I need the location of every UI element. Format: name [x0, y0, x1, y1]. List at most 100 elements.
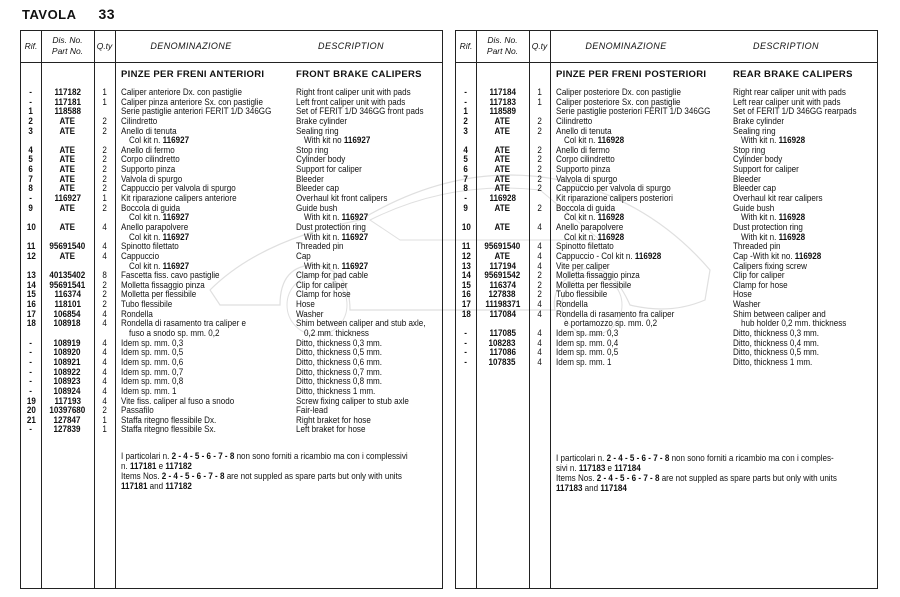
header-qty: Q.ty	[96, 41, 113, 51]
section-title-en: FRONT BRAKE CALIPERS	[296, 69, 422, 80]
denominazione-text: Vite fiss. caliper al fuso a snodo	[121, 396, 234, 407]
denominazione-cell: Tubo flessibile	[121, 300, 182, 310]
table-row: 10 ATE 4 Anello parapolvere Dust protection …	[21, 223, 442, 233]
footnote-segment: 117184	[600, 483, 627, 494]
denominazione-text: Cappuccio per valvola di spurgo	[556, 184, 671, 194]
footnote-segment: non sono forniti a ricambio ma con i com…	[234, 451, 408, 462]
rif-value: 1	[463, 106, 469, 118]
description-text: Ditto, thickness 0,6 mm.	[296, 358, 382, 368]
description: Threaded pin	[296, 241, 344, 253]
description-text: With kit no 116927	[304, 136, 370, 146]
description-cell: With kit n. 116928	[733, 232, 817, 243]
rif-value: 1	[28, 106, 34, 118]
rif-cell: -	[456, 194, 476, 204]
denominazione: Anello parapolvere	[121, 221, 189, 233]
description-text: Cap	[296, 252, 311, 262]
denominazione-text: Col kit n. 116927	[129, 213, 189, 223]
denominazione-cell: Idem sp. mm. 1	[121, 387, 187, 397]
qty-value: 2	[102, 299, 107, 311]
denominazione: Anello di fermo	[121, 144, 175, 156]
footnote-segment: 117181	[129, 461, 157, 472]
description-text: Left braket for hose	[296, 425, 365, 435]
part-number-cell: 95691542	[476, 271, 529, 281]
denominazione: Col kit n.	[564, 231, 598, 243]
rif-cell: 6	[456, 165, 476, 175]
part-number: ATE	[59, 202, 76, 214]
rif-cell: 4	[456, 146, 476, 156]
description: Right front caliper unit with pads	[296, 87, 411, 98]
description: Dust protection ring	[733, 221, 803, 233]
description-text: Ditto, thickness 0,4 mm.	[733, 338, 819, 349]
rif-cell: 8	[456, 184, 476, 194]
denominazione-cell: Anello di tenuta	[556, 126, 622, 137]
description-text: Bleeder	[733, 174, 761, 185]
denominazione: Serie pastiglie anteriori FERIT 1/D 346G…	[121, 106, 272, 118]
footnote-text: sivi n. 117183 e 117184	[556, 464, 641, 474]
rif-value: -	[464, 356, 468, 368]
qty-cell: 4	[529, 242, 550, 252]
description: Sealing ring	[296, 125, 339, 137]
description: Threaded pin	[733, 241, 781, 253]
denominazione-cell: Kit riparazione calipers posteriori	[556, 194, 695, 204]
denominazione: Rondella	[556, 299, 588, 311]
table-row: 15 116374 2 Molletta per flessibile Clamp fo…	[21, 290, 442, 300]
kit-number: 116927	[162, 231, 190, 243]
part-number-cell: ATE	[476, 223, 529, 233]
description-text: Clip for caliper	[733, 271, 785, 281]
denominazione-text: Passafilo	[121, 406, 154, 416]
table-row: 9 ATE 2 Boccola di guida Guide bush	[21, 202, 442, 214]
qty-cell: 4	[94, 367, 115, 378]
description: Right rear caliper unit with pads	[733, 87, 846, 98]
denominazione-text: Cilindretto	[121, 117, 157, 127]
header-dis-no: Dis. No.	[487, 35, 518, 45]
denominazione-cell: Passafilo	[121, 406, 160, 416]
denominazione-text: Anello parapolvere	[121, 223, 188, 233]
rif-value: 2	[463, 115, 469, 127]
denominazione: Col kit n.	[564, 135, 598, 147]
rif-cell: 5	[456, 155, 476, 165]
part-number: 127838	[489, 289, 516, 301]
part-number: ATE	[494, 250, 511, 262]
denominazione-cell: Boccola di guida	[556, 203, 626, 214]
table-row: 12 ATE 4 Cappuccio Cap	[21, 252, 442, 262]
denominazione-text: Molletta fissaggio pinza	[121, 280, 205, 291]
qty-cell: 2	[94, 184, 115, 194]
description: Hose	[296, 299, 315, 311]
rif-value: 5	[463, 154, 469, 166]
table-row: - 108924 4 Idem sp. mm. 1 Ditto, thickness 1…	[21, 387, 442, 397]
denominazione-text: Col kit n. 116927	[129, 136, 189, 146]
denominazione-cell: Supporto pinza	[121, 165, 186, 175]
denominazione-text: Anello di tenuta	[556, 126, 612, 137]
denominazione-cell: Anello parapolvere	[121, 223, 201, 233]
table-row: - 117184 1 Caliper posteriore Dx. con pasti…	[456, 88, 877, 98]
description-cell: Clamp for hose	[296, 290, 361, 300]
rif-cell: 21	[21, 416, 41, 426]
qty-value: 1	[102, 193, 107, 205]
description-cell: Left braket for hose	[296, 425, 379, 435]
kit-number: 116928	[597, 231, 625, 243]
part-number-cell: 108924	[41, 387, 94, 397]
kit-number: 116927	[341, 231, 369, 243]
qty-cell: 2	[529, 175, 550, 185]
rif-cell: -	[456, 88, 476, 98]
part-number: ATE	[494, 154, 511, 166]
description-cell: Stop ring	[296, 146, 334, 156]
qty-value: 4	[537, 328, 542, 340]
denominazione-text: Rondella di rasamento tra caliper e	[121, 319, 246, 329]
part-number: 117194	[489, 260, 516, 272]
description: Support for caliper	[733, 164, 799, 176]
kit-number: 116928	[794, 250, 822, 262]
rif-value: -	[464, 193, 468, 205]
part-number: 108923	[54, 376, 81, 388]
qty-value: 2	[537, 154, 542, 166]
header-denominazione: DENOMINAZIONE	[150, 41, 232, 51]
rif-value: 10	[26, 221, 36, 233]
description: hub holder 0,2 mm. thickness	[741, 318, 847, 330]
denominazione: Molletta per flessibile	[121, 289, 197, 301]
part-number-cell: 108922	[41, 367, 94, 378]
table-row: 20 10397680 2 Passafilo Fair-lead	[21, 406, 442, 416]
part-number-cell: 117086	[476, 348, 529, 358]
qty-value: 2	[102, 154, 107, 166]
description-text: Ditto, thickness 0,3 mm.	[296, 338, 382, 349]
header-dis-no: Dis. No.	[52, 35, 83, 45]
